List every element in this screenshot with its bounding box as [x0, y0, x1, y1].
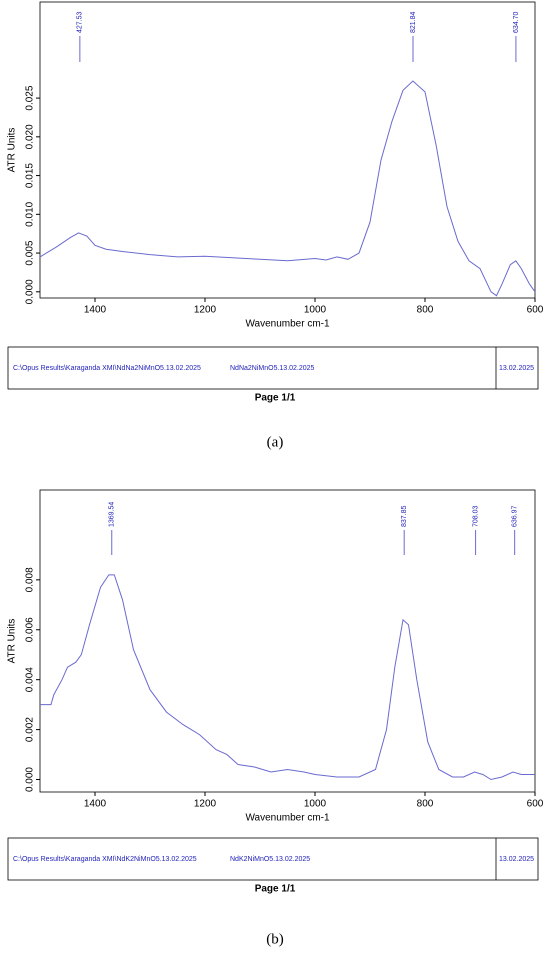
y-tick-label: 0.025: [25, 85, 36, 110]
x-tick-label: 1000: [304, 799, 327, 810]
peak-label: 636.97: [512, 505, 519, 527]
x-tick-label: 600: [527, 799, 544, 810]
page-number: Page 1/1: [255, 884, 296, 895]
plot-frame: [39, 1, 536, 299]
y-tick-label: 0.005: [25, 240, 36, 265]
file-path: C:\Opus Results\Karaganda XMI\NdNa2NiMnO…: [13, 365, 201, 372]
peak-label: 821.84: [410, 11, 417, 33]
file-path: C:\Opus Results\Karaganda XMI\NdK2NiMnO5…: [13, 856, 197, 863]
x-tick-label: 1400: [84, 799, 107, 810]
y-tick-label: 0.015: [25, 163, 36, 188]
footer-box: [7, 837, 539, 881]
y-axis-label: ATR Units: [7, 128, 18, 173]
y-tick-label: 0.020: [25, 124, 36, 149]
footer-box: [7, 346, 539, 390]
peak-label: 708.03: [472, 505, 479, 527]
x-tick-label: 1400: [84, 305, 107, 316]
panel-caption: (a): [267, 434, 284, 450]
y-tick-label: 0.008: [25, 567, 36, 592]
y-tick-label: 0.006: [25, 617, 36, 642]
x-axis-label: Wavenumber cm-1: [245, 319, 330, 330]
x-tick-label: 800: [417, 799, 434, 810]
x-tick-label: 1200: [194, 305, 217, 316]
y-tick-label: 0.002: [25, 717, 36, 742]
x-tick-label: 1200: [194, 799, 217, 810]
y-tick-label: 0.010: [25, 201, 36, 226]
sample-name: NdNa2NiMnO5.13.02.2025: [230, 365, 315, 372]
sample-name: NdK2NiMnO5.13.02.2025: [230, 856, 310, 863]
x-tick-label: 600: [527, 305, 544, 316]
y-axis-label: ATR Units: [7, 619, 18, 664]
peak-label: 634.70: [513, 11, 520, 33]
x-axis-label: Wavenumber cm-1: [245, 813, 330, 824]
peak-label: 1369.54: [109, 502, 116, 527]
x-tick-label: 1000: [304, 305, 327, 316]
x-tick-label: 800: [417, 305, 434, 316]
plot-frame: [39, 489, 536, 793]
footer-date: 13.02.2025: [499, 365, 534, 372]
spectrum-line: [39, 80, 536, 297]
page-number: Page 1/1: [255, 393, 296, 404]
footer-date: 13.02.2025: [499, 856, 534, 863]
peak-label: 427.53: [77, 11, 84, 33]
peak-label: 837.85: [401, 505, 408, 527]
y-tick-label: 0.004: [25, 667, 36, 692]
panel-caption: (b): [266, 931, 284, 947]
y-tick-label: 0.000: [25, 767, 36, 792]
spectrum-line: [40, 574, 535, 781]
y-tick-label: 0.000: [25, 279, 36, 304]
